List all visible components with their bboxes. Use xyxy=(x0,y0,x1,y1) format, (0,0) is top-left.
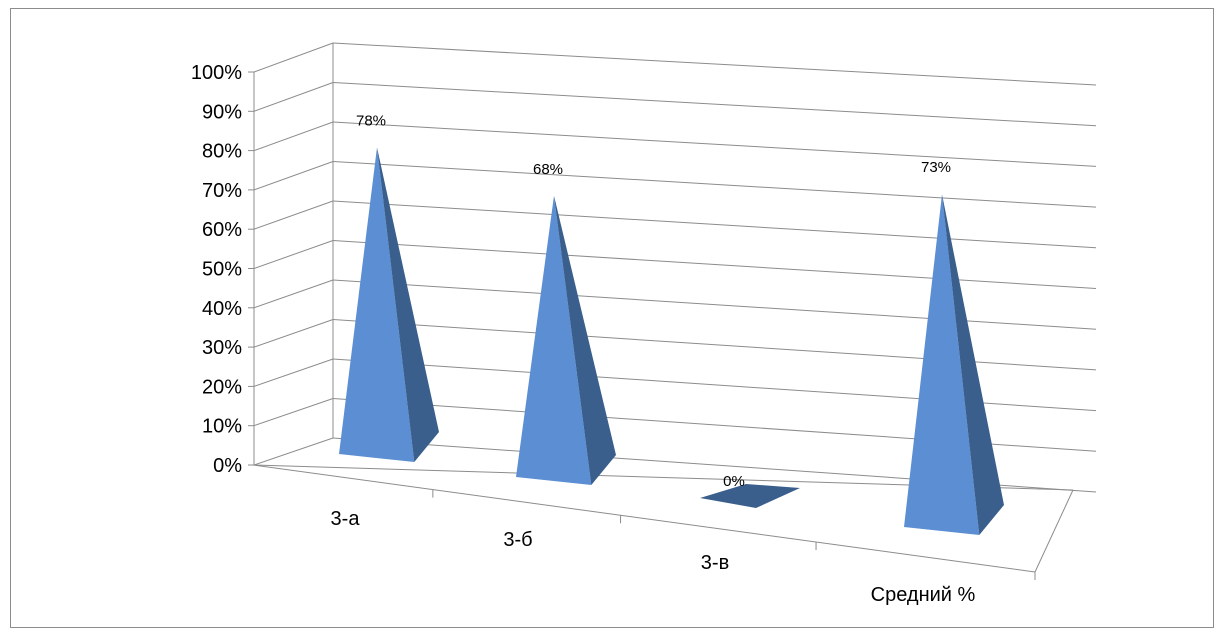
side-gridline-10 xyxy=(253,42,334,73)
side-gridline-8 xyxy=(253,121,334,152)
y-tick-label-8: 80% xyxy=(202,141,242,163)
y-tick-label-6: 60% xyxy=(202,219,242,241)
side-gridline-1 xyxy=(253,398,334,427)
gridline-10 xyxy=(332,42,1097,86)
pyramid-front-0 xyxy=(339,147,415,462)
pyramid-side-0 xyxy=(377,147,439,462)
y-tick-label-3: 30% xyxy=(202,337,242,359)
x-category-label-2: 3-в xyxy=(701,552,729,574)
gridline-4 xyxy=(332,279,1097,330)
data-label-1: 68% xyxy=(533,161,563,178)
pyramids xyxy=(339,147,1004,535)
side-gridline-4 xyxy=(253,279,334,309)
gridline-5 xyxy=(332,240,1097,289)
side-gridline-5 xyxy=(253,240,334,269)
y-tick-label-2: 20% xyxy=(202,376,242,398)
pyramid-flat-2 xyxy=(700,484,800,508)
y-tick-label-0: 0% xyxy=(213,455,242,477)
gridline-6 xyxy=(332,200,1097,249)
x-category-label-0: 3-а xyxy=(331,508,361,530)
x-axis-line xyxy=(252,464,1036,573)
side-gridline-6 xyxy=(253,200,334,230)
x-category-label-3: Средний % xyxy=(871,584,976,606)
gridline-7 xyxy=(332,161,1097,208)
gridline-9 xyxy=(332,82,1097,127)
side-gridline-0 xyxy=(253,437,334,466)
x-category-label-1: 3-б xyxy=(503,529,532,551)
side-gridline-3 xyxy=(253,319,334,348)
gridline-8 xyxy=(332,121,1097,167)
y-tick-labels: 0% 10% 20% 30% 40% 50% 60% 70% 80% 90% 100% xyxy=(191,62,242,477)
data-label-3: 73% xyxy=(921,159,951,176)
data-label-2: 0% xyxy=(723,473,745,490)
side-gridline-2 xyxy=(253,358,334,387)
pyramid-side-3 xyxy=(942,194,1004,535)
y-tick-label-10: 100% xyxy=(191,62,242,84)
chart-frame xyxy=(10,8,1214,628)
data-labels: 78% 68% 0% 73% xyxy=(356,112,951,490)
y-tick-label-5: 50% xyxy=(202,259,242,281)
y-tick-label-9: 90% xyxy=(202,101,242,123)
data-label-0: 78% xyxy=(356,112,386,129)
pyramid-side-1 xyxy=(554,195,616,485)
pyramid-front-1 xyxy=(516,195,592,485)
y-tick-label-1: 10% xyxy=(202,416,242,438)
gridline-3 xyxy=(332,319,1097,371)
y-tick-label-7: 70% xyxy=(202,180,242,202)
pyramid-front-3 xyxy=(904,194,980,535)
side-gridline-7 xyxy=(253,161,334,191)
floor-right-edge xyxy=(1034,489,1074,573)
x-category-labels: 3-а 3-б 3-в Средний % xyxy=(331,508,976,606)
y-tick-label-4: 40% xyxy=(202,298,242,320)
side-gridline-9 xyxy=(253,82,334,112)
